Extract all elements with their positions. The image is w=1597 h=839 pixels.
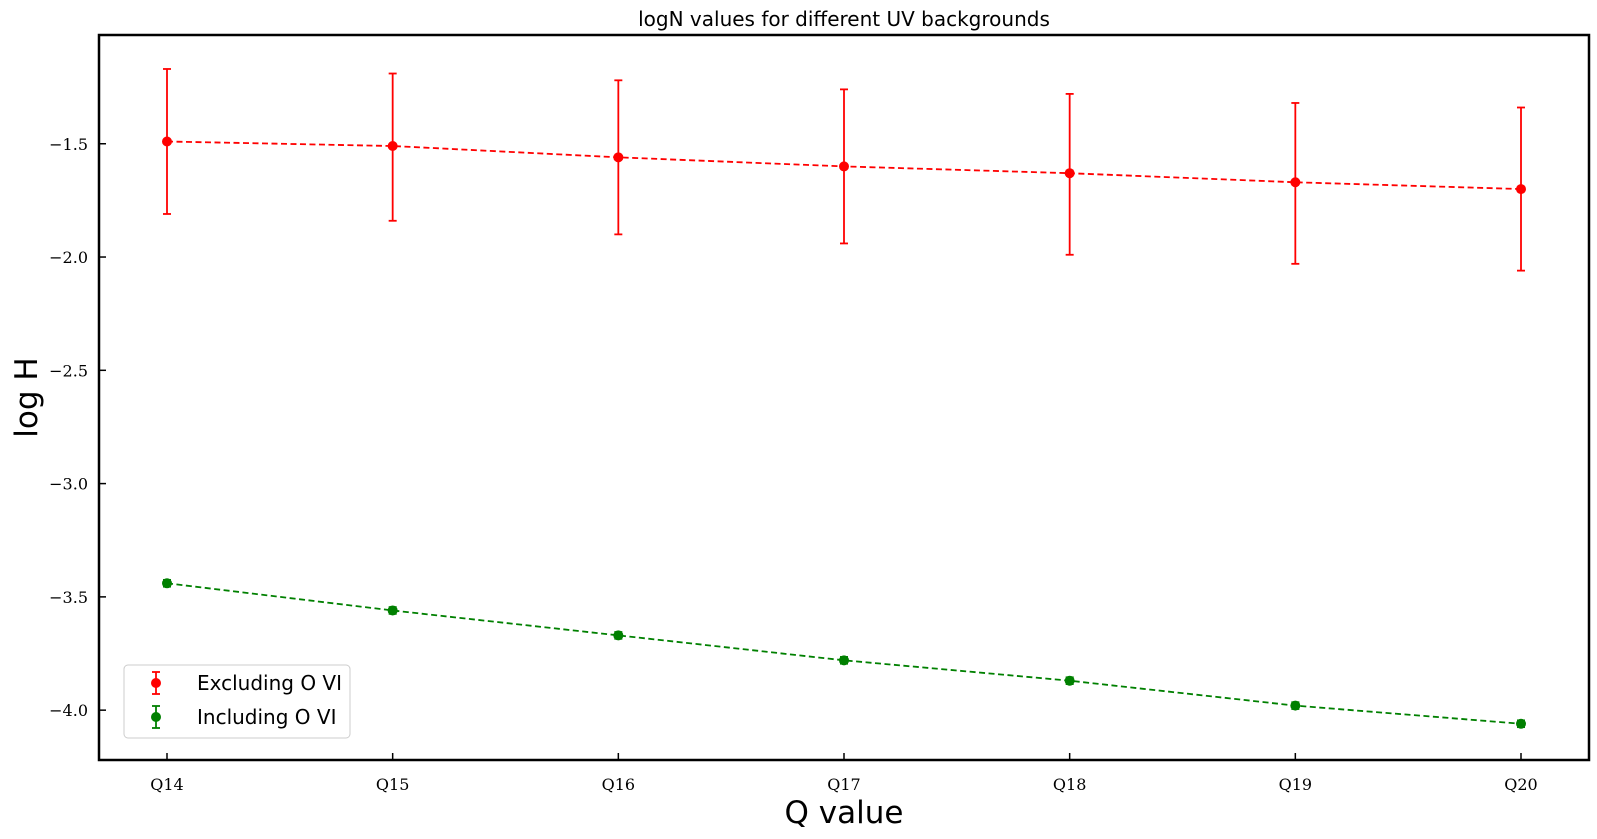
x-tick-label: Q20: [1504, 775, 1537, 794]
axis-ticks: Q14 Q15 Q16 Q17 Q18 Q19 Q20 −1.5 −2.0 −2.5 −3.0 −3.…: [49, 135, 1538, 794]
data-point: [1516, 184, 1526, 195]
y-axis-label: log H: [9, 357, 45, 437]
x-tick-label: Q18: [1053, 775, 1086, 794]
data-point: [1064, 168, 1075, 179]
data-point: [839, 161, 849, 172]
data-point: [162, 136, 172, 147]
legend: Excluding O VI Including O VI: [123, 664, 351, 739]
x-tick-label: Q15: [376, 775, 409, 794]
y-tick-label: −4.0: [49, 701, 88, 720]
series-line: [166, 582, 1522, 725]
data-point: [387, 605, 398, 616]
data-point: [613, 152, 624, 163]
plot-marks: [162, 68, 1526, 729]
data-point: [1290, 700, 1301, 711]
series-2: [162, 578, 1526, 729]
y-tick-label: −2.0: [49, 248, 88, 267]
y-tick-label: −3.0: [49, 475, 88, 494]
y-tick-label: −1.5: [49, 135, 88, 154]
x-tick-label: Q14: [150, 775, 183, 794]
x-axis-label: Q value: [785, 795, 904, 831]
legend-label: Including O VI: [197, 705, 336, 729]
legend-marker: [151, 678, 161, 688]
legend-marker: [151, 712, 161, 722]
x-tick-label: Q19: [1279, 775, 1312, 794]
legend-item: Including O VI: [151, 705, 336, 729]
legend-box: [123, 664, 351, 739]
chart-title: logN values for different UV backgrounds: [638, 7, 1050, 31]
data-point: [1064, 675, 1075, 686]
data-point: [1516, 718, 1526, 729]
data-point: [162, 578, 172, 589]
legend-label: Excluding O VI: [197, 671, 342, 695]
data-point: [387, 141, 398, 152]
data-point: [613, 630, 624, 641]
legend-item: Excluding O VI: [151, 671, 342, 695]
y-tick-label: −2.5: [49, 361, 88, 380]
x-tick-label: Q17: [827, 775, 860, 794]
data-point: [839, 655, 849, 666]
series-1: [162, 68, 1526, 272]
x-tick-label: Q16: [602, 775, 635, 794]
y-tick-label: −3.5: [49, 588, 88, 607]
data-point: [1290, 177, 1301, 188]
